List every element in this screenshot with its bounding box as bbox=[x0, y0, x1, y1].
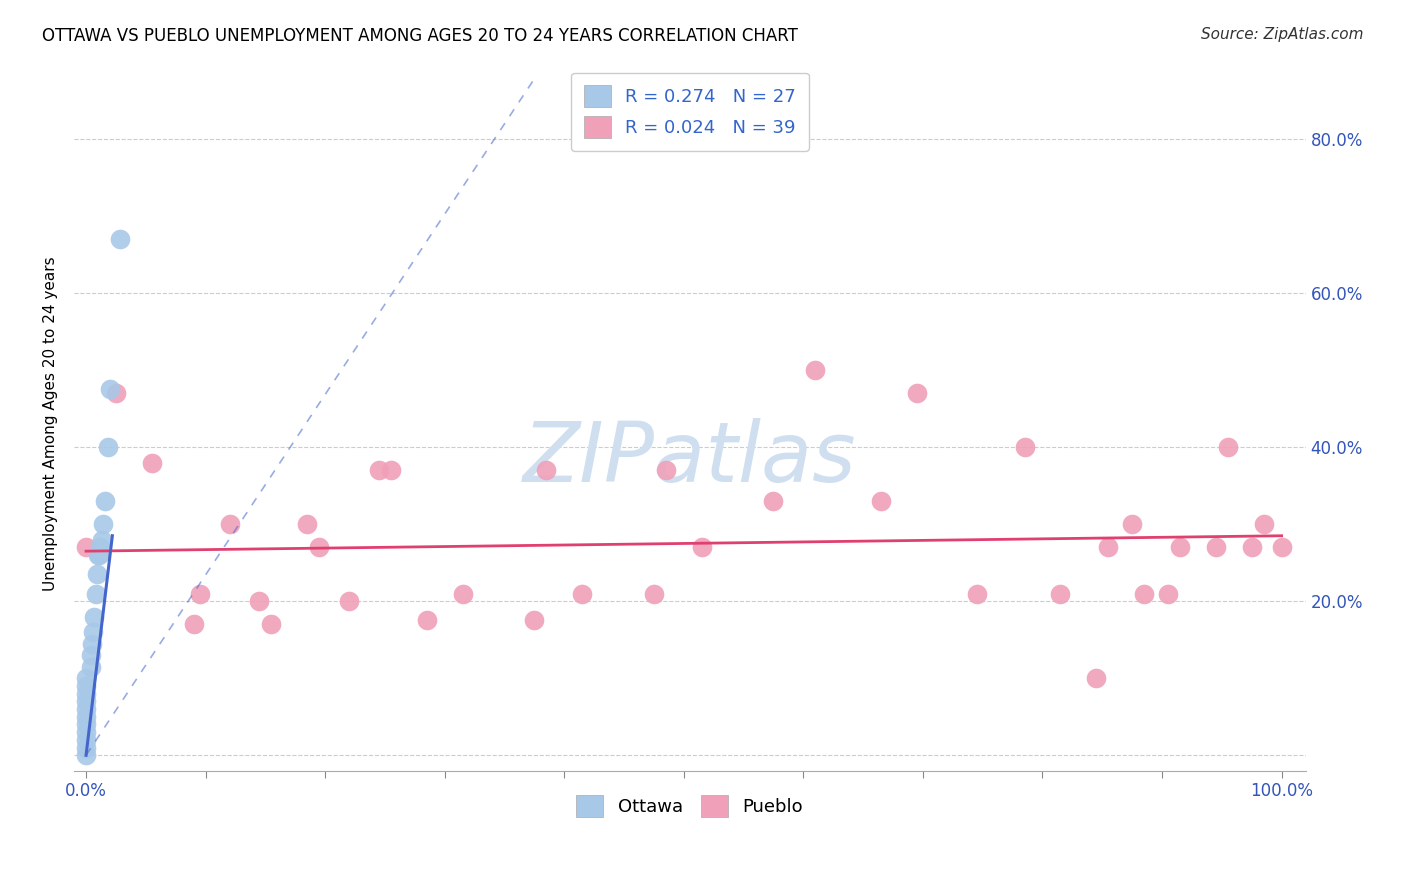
Point bbox=[89, 541, 111, 555]
Text: Source: ZipAtlas.com: Source: ZipAtlas.com bbox=[1201, 27, 1364, 42]
Point bbox=[80, 659, 103, 673]
Point bbox=[536, 463, 558, 477]
Point bbox=[297, 517, 319, 532]
Point bbox=[1240, 541, 1263, 555]
Point bbox=[1253, 517, 1275, 532]
Point bbox=[308, 541, 330, 555]
Point bbox=[1049, 586, 1071, 600]
Point bbox=[75, 679, 97, 693]
Point bbox=[75, 717, 97, 731]
Point bbox=[91, 517, 114, 532]
Point bbox=[75, 725, 97, 739]
Point bbox=[82, 625, 104, 640]
Point bbox=[97, 440, 120, 454]
Point bbox=[368, 463, 391, 477]
Point bbox=[75, 541, 97, 555]
Point bbox=[75, 740, 97, 755]
Point bbox=[966, 586, 988, 600]
Point bbox=[1205, 541, 1227, 555]
Point bbox=[75, 687, 97, 701]
Point bbox=[80, 648, 103, 662]
Point bbox=[1168, 541, 1191, 555]
Point bbox=[188, 586, 211, 600]
Point bbox=[1133, 586, 1156, 600]
Point bbox=[416, 614, 439, 628]
Point bbox=[183, 617, 205, 632]
Point bbox=[690, 541, 713, 555]
Point bbox=[655, 463, 678, 477]
Point bbox=[1216, 440, 1239, 454]
Point bbox=[1157, 586, 1180, 600]
Point bbox=[75, 710, 97, 724]
Text: ZIPatlas: ZIPatlas bbox=[523, 418, 856, 500]
Point bbox=[75, 748, 97, 763]
Point bbox=[84, 586, 107, 600]
Point bbox=[1097, 541, 1119, 555]
Y-axis label: Unemployment Among Ages 20 to 24 years: Unemployment Among Ages 20 to 24 years bbox=[44, 257, 58, 591]
Point bbox=[86, 567, 108, 582]
Point bbox=[337, 594, 360, 608]
Point bbox=[98, 383, 121, 397]
Point bbox=[762, 494, 785, 508]
Point bbox=[260, 617, 283, 632]
Point bbox=[1085, 671, 1108, 685]
Legend: Ottawa, Pueblo: Ottawa, Pueblo bbox=[569, 788, 810, 824]
Point bbox=[108, 232, 131, 246]
Point bbox=[89, 548, 111, 562]
Point bbox=[75, 694, 97, 708]
Point bbox=[80, 637, 103, 651]
Point bbox=[247, 594, 270, 608]
Point bbox=[104, 386, 127, 401]
Point bbox=[451, 586, 474, 600]
Point bbox=[523, 614, 546, 628]
Point bbox=[1271, 541, 1294, 555]
Point bbox=[218, 517, 240, 532]
Point bbox=[905, 386, 928, 401]
Text: OTTAWA VS PUEBLO UNEMPLOYMENT AMONG AGES 20 TO 24 YEARS CORRELATION CHART: OTTAWA VS PUEBLO UNEMPLOYMENT AMONG AGES… bbox=[42, 27, 799, 45]
Point bbox=[380, 463, 402, 477]
Point bbox=[804, 363, 827, 377]
Point bbox=[75, 732, 97, 747]
Point bbox=[87, 548, 110, 562]
Point bbox=[1121, 517, 1143, 532]
Point bbox=[571, 586, 593, 600]
Point bbox=[870, 494, 893, 508]
Point bbox=[83, 609, 105, 624]
Point bbox=[141, 456, 163, 470]
Point bbox=[1014, 440, 1036, 454]
Point bbox=[75, 671, 97, 685]
Point bbox=[643, 586, 665, 600]
Point bbox=[90, 533, 112, 547]
Point bbox=[94, 494, 117, 508]
Point bbox=[75, 702, 97, 716]
